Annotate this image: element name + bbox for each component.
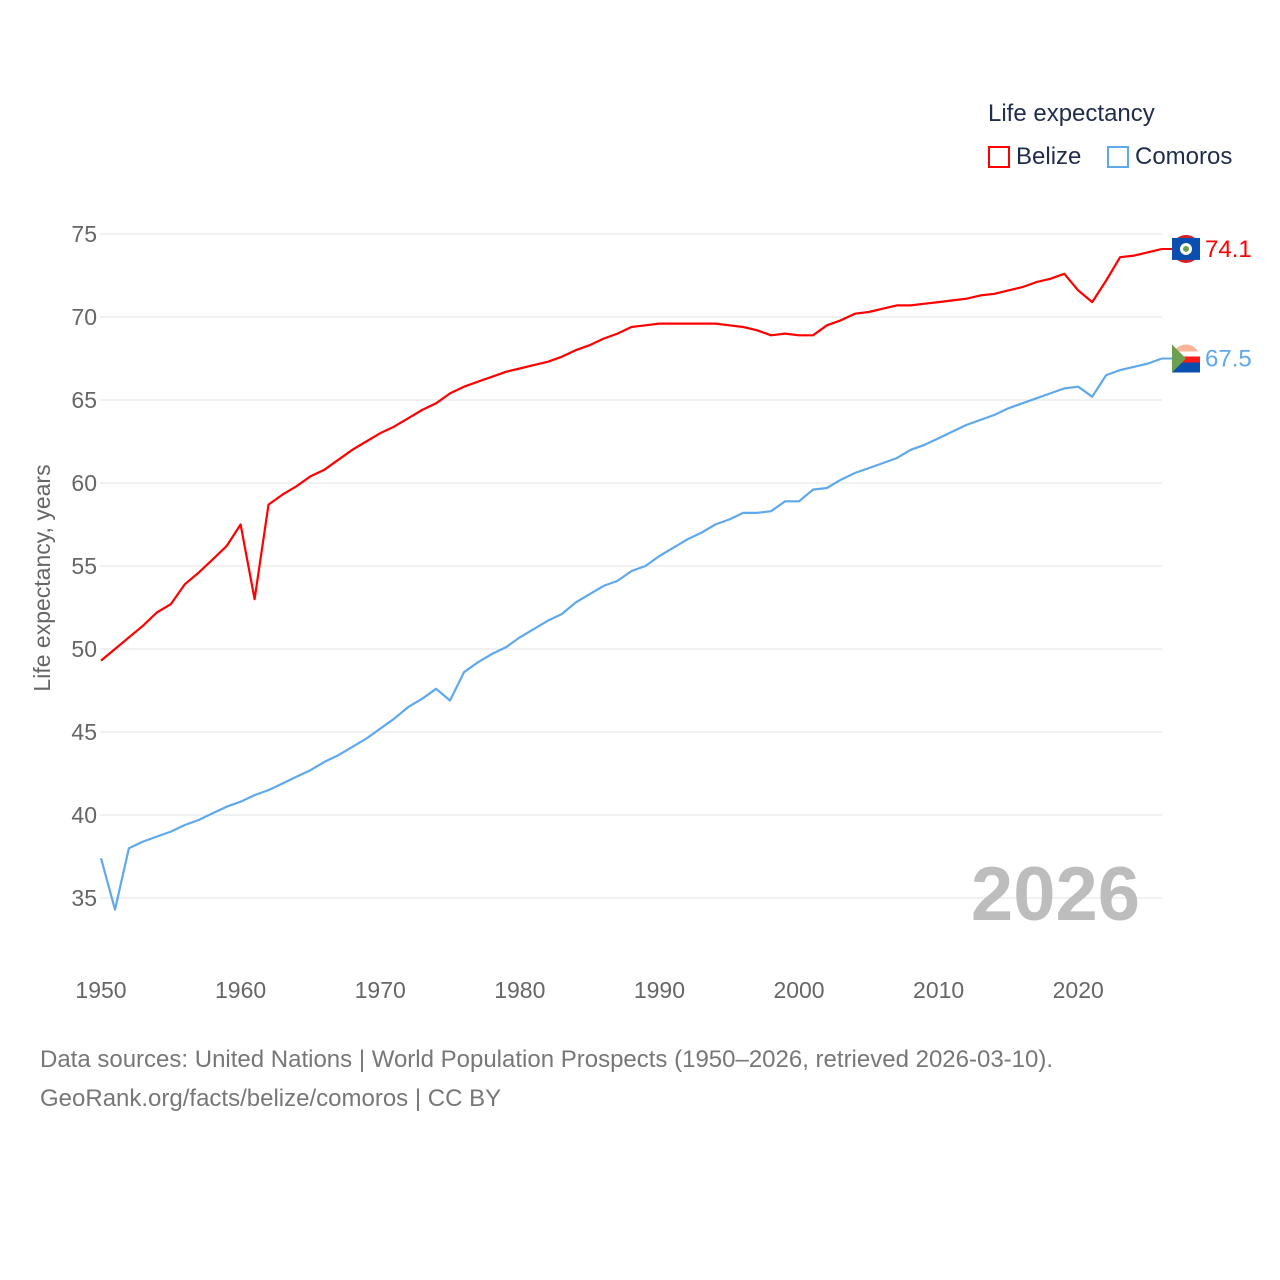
credit-link[interactable]: GeoRank.org/facts/belize/comoros | CC BY: [40, 1085, 502, 1112]
end-value-label: 74.1: [1205, 236, 1252, 263]
legend-item-comoros[interactable]: Comoros: [1107, 143, 1232, 171]
year-watermark: 2026: [971, 852, 1140, 937]
y-tick-label: 45: [71, 719, 97, 745]
legend-item-belize[interactable]: Belize: [988, 143, 1081, 171]
y-tick-label: 70: [71, 304, 97, 330]
y-tick-label: 55: [71, 553, 97, 579]
belize-flag-icon: [1172, 234, 1200, 263]
legend-label: Belize: [1016, 143, 1082, 170]
comoros-flag-icon: [1172, 344, 1200, 373]
legend-label: Comoros: [1135, 143, 1233, 170]
x-tick-label: 1960: [215, 977, 266, 1003]
legend-swatch-belize: [988, 146, 1010, 168]
y-tick-label: 40: [71, 802, 97, 828]
x-tick-label: 2010: [913, 977, 964, 1003]
data-source-text: Data sources: United Nations | World Pop…: [40, 1046, 1054, 1073]
x-tick-label: 2000: [773, 977, 824, 1003]
y-tick-label: 50: [71, 636, 97, 662]
legend-swatch-comoros: [1107, 146, 1129, 168]
x-tick-label: 1980: [494, 977, 545, 1003]
legend-title: Life expectancy: [988, 100, 1155, 127]
x-tick-label: 1970: [355, 977, 406, 1003]
x-tick-label: 1990: [634, 977, 685, 1003]
y-axis-label: Life expectancy, years: [29, 464, 55, 691]
y-tick-label: 65: [71, 387, 97, 413]
x-tick-label: 1950: [75, 977, 126, 1003]
y-tick-label: 75: [71, 221, 97, 247]
y-tick-label: 60: [71, 470, 97, 496]
series-line-belize: [100, 247, 1163, 662]
series-line-comoros: [99, 357, 1163, 911]
x-tick-label: 2020: [1053, 977, 1104, 1003]
y-tick-label: 35: [71, 885, 97, 911]
end-value-label: 67.5: [1205, 346, 1252, 373]
